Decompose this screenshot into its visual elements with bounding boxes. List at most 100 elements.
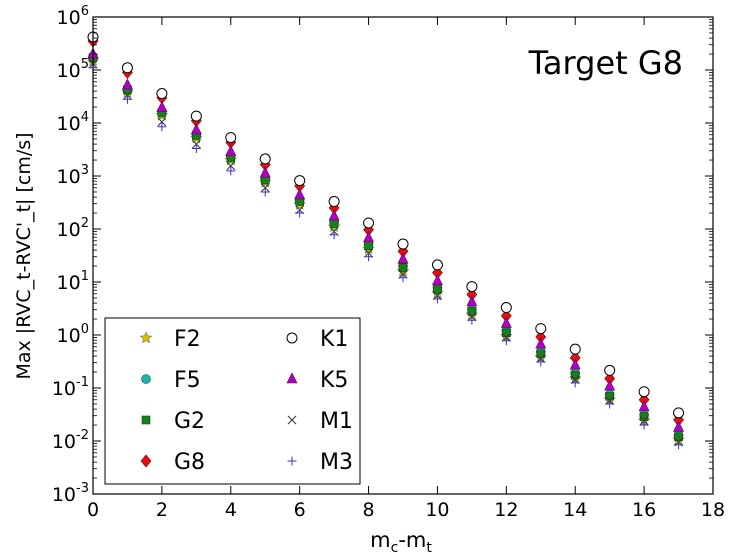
x-tick-label: 2 xyxy=(156,499,168,521)
data-point-g2 xyxy=(329,219,339,229)
data-point-g2 xyxy=(639,412,649,421)
data-point-k5 xyxy=(225,144,237,156)
data-point-k5 xyxy=(294,188,306,200)
legend-marker-k5 xyxy=(286,372,298,384)
data-point-g2 xyxy=(398,263,408,273)
data-point-k5 xyxy=(604,379,616,391)
x-tick-label: 10 xyxy=(425,499,449,521)
legend-label: M3 xyxy=(320,450,353,475)
data-point-k5 xyxy=(259,166,271,178)
data-point-g2 xyxy=(570,370,580,380)
data-point-k5 xyxy=(397,252,409,264)
x-axis: 0 2 4 6 8 10 12 14 16 18 xyxy=(87,17,725,521)
series-m3 xyxy=(88,63,684,450)
data-point-m3 xyxy=(467,315,477,325)
x-axis-label-sub1: c xyxy=(391,540,399,554)
data-point-k1 xyxy=(569,343,581,355)
x-tick-label: 18 xyxy=(701,499,725,521)
data-point-m3 xyxy=(329,230,339,240)
y-tick-label: 102 xyxy=(57,216,89,241)
data-point-k1 xyxy=(363,217,375,229)
data-point-k1 xyxy=(225,132,237,144)
x-tick-label: 12 xyxy=(494,499,518,521)
data-point-m3 xyxy=(536,357,546,367)
data-point-m3 xyxy=(226,166,236,176)
x-axis-label-sub2: t xyxy=(426,540,432,554)
y-tick-label: 10-2 xyxy=(52,428,89,453)
x-tick-label: 8 xyxy=(363,499,375,521)
data-point-k5 xyxy=(156,100,168,112)
plot-frame xyxy=(92,16,714,495)
data-point-k1 xyxy=(500,302,512,314)
legend-marker-m1 xyxy=(287,415,297,425)
y-tick-label: 105 xyxy=(57,57,89,82)
series-k1 xyxy=(87,31,685,419)
data-point-k5 xyxy=(328,209,340,221)
data-point-m3 xyxy=(605,399,615,409)
x-tick-label: 14 xyxy=(563,499,587,521)
y-axis-label: Max |RVC_t-RVC'_t| [cm/s] xyxy=(13,132,35,379)
data-point-m3 xyxy=(260,187,270,197)
data-point-m3 xyxy=(295,208,305,218)
legend-marker-f5 xyxy=(141,374,151,384)
data-point-k1 xyxy=(121,62,133,74)
data-point-m3 xyxy=(157,122,167,132)
data-point-k1 xyxy=(156,88,168,100)
data-point-m3 xyxy=(432,294,442,304)
data-point-g2 xyxy=(364,241,373,251)
data-point-k1 xyxy=(294,175,306,187)
data-point-k5 xyxy=(673,420,685,432)
y-tick-label: 10-3 xyxy=(52,481,89,506)
data-point-k5 xyxy=(121,78,133,90)
legend-item-f5: F5 xyxy=(141,368,201,393)
data-point-k5 xyxy=(190,123,202,135)
data-point-k5 xyxy=(535,337,547,349)
plot-marks xyxy=(86,31,685,450)
data-point-k1 xyxy=(535,323,547,335)
x-tick-label: 0 xyxy=(87,499,99,521)
legend-item-m3: M3 xyxy=(287,450,353,475)
data-point-k5 xyxy=(431,274,443,286)
chart-annotation: Target G8 xyxy=(528,44,683,82)
x-axis-label-sep: -m xyxy=(398,528,426,552)
legend-marker-k1 xyxy=(286,332,298,344)
data-point-k1 xyxy=(328,196,340,208)
data-point-k1 xyxy=(431,259,443,271)
data-point-m3 xyxy=(639,420,649,430)
data-point-m3 xyxy=(570,378,580,388)
x-tick-label: 4 xyxy=(225,499,237,521)
data-point-g2 xyxy=(467,307,477,316)
legend-label: G8 xyxy=(174,450,205,475)
data-point-m3 xyxy=(122,94,132,104)
data-point-k1 xyxy=(638,386,650,398)
y-tick-label: 100 xyxy=(57,322,89,347)
data-point-k5 xyxy=(638,400,650,412)
data-point-m1 xyxy=(157,117,167,127)
x-axis-label-main: m xyxy=(370,528,390,552)
data-point-g2 xyxy=(502,328,511,338)
data-point-k1 xyxy=(259,153,271,165)
data-point-m3 xyxy=(501,336,511,346)
legend: F2 F5 G2 G8 K1 K5 M1 M3 xyxy=(104,317,361,485)
series-k5 xyxy=(87,47,685,432)
data-point-k5 xyxy=(363,231,375,243)
data-point-m3 xyxy=(398,273,408,283)
data-point-k1 xyxy=(466,281,478,293)
y-axis: 10-3 10-2 10-1 100 101 102 103 104 105 106 xyxy=(52,4,713,506)
data-point-k1 xyxy=(604,364,616,376)
legend-item-m1: M1 xyxy=(287,409,353,434)
data-point-g2 xyxy=(433,285,442,294)
y-tick-label: 101 xyxy=(57,269,89,294)
legend-label: K1 xyxy=(320,327,348,352)
data-point-k5 xyxy=(569,358,581,370)
legend-label: K5 xyxy=(320,368,348,393)
x-tick-label: 6 xyxy=(294,499,306,521)
legend-marker-m3 xyxy=(287,456,297,466)
data-point-g2 xyxy=(605,391,614,401)
data-point-k1 xyxy=(190,110,202,122)
y-tick-label: 104 xyxy=(57,110,89,135)
data-point-m3 xyxy=(674,440,684,450)
legend-marker-g8 xyxy=(140,454,152,468)
y-tick-label: 103 xyxy=(57,163,89,188)
